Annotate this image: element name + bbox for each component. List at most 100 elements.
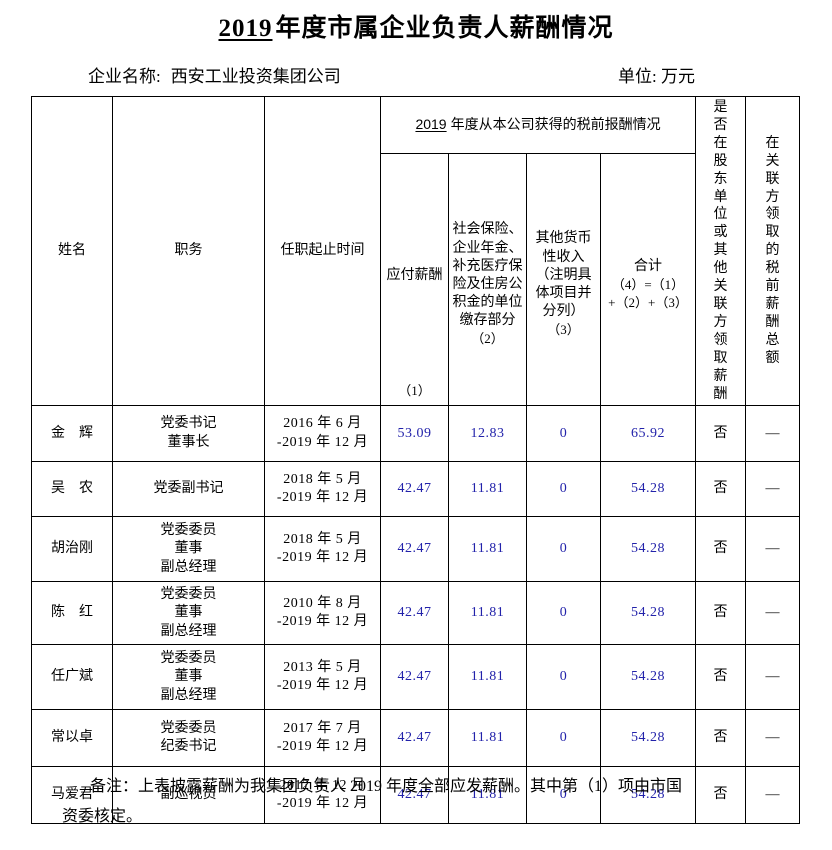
company-label: 企业名称: [88,67,161,86]
tenure-end: -2019 年 12 月 [276,550,369,566]
cell-name: 任广斌 [31,644,113,711]
cell-name: 胡治刚 [31,516,113,583]
unit-label: 单位: [618,67,657,86]
header-group-rest: 年度从本公司获得的税前报酬情况 [450,117,661,133]
cell-from-related: 否 [695,766,747,825]
cell-related-total: — [745,461,801,518]
table-row: 常以卓 党委委员 纪委书记 2017 年 7 月 -2019 年 12 月 42.47 11… [31,709,801,768]
header-total-note: （4）=（1） +（2）+（3） [608,276,688,310]
tenure-start: 2018 年 5 月 [283,471,362,487]
tenure-start: 2010 年 8 月 [283,595,362,611]
table-row: 吴农 党委副书记 2018 年 5 月 -2019 年 12 月 42.47 11.81 0… [31,461,801,518]
header-related-total: 在关联方领取的税前薪酬总额 [745,95,801,407]
cell-post: 党委委员 纪委书记 [112,709,265,768]
cell-payable: 53.09 [380,405,449,463]
unit-value: 万元 [660,67,695,86]
cell-other-income: 0 [526,581,601,646]
header-post: 职务 [112,95,265,407]
cell-related-total: — [745,516,801,583]
subtitle-row: 企业名称: 西安工业投资集团公司 单位: 万元 [0,62,832,86]
cell-tenure: 2012 年 12 月 -2019 年 12 月 [264,766,381,825]
header-insurance-note: （2） [471,331,504,347]
cell-from-related: 否 [695,644,747,711]
company-field: 企业名称: 西安工业投资集团公司 [88,62,341,87]
header-pretax-group: 2019 年度从本公司获得的税前报酬情况 [379,96,697,154]
post-line: 董事 [174,541,203,557]
tenure-end: -2019 年 12 月 [276,434,369,450]
cell-other-income: 0 [526,516,601,583]
cell-payable: 42.47 [380,581,449,646]
header-tenure: 任职起止时间 [264,95,381,407]
header-name: 姓名 [31,95,113,407]
cell-total: 54.28 [599,461,697,518]
cell-total: 54.28 [599,644,697,711]
page-title: 2019 年度市属企业负责人薪酬情况 [0,0,832,44]
cell-other-income: 0 [526,644,601,711]
cell-total: 54.28 [599,516,697,583]
cell-insurance: 11.81 [448,766,527,825]
cell-name: 金辉 [31,405,113,463]
tenure-end: -2019 年 12 月 [276,739,369,755]
header-total: 合计 （4）=（1） +（2）+（3） [599,152,697,407]
cell-insurance: 12.83 [448,405,527,463]
cell-name: 陈红 [31,581,113,646]
post-line: 副总经理 [160,687,217,703]
tenure-end: -2019 年 12 月 [276,796,369,812]
post-line: 副总经理 [160,623,217,639]
cell-name: 马爱君 [31,766,113,825]
unit-field: 单位: 万元 [618,62,695,87]
cell-related-total: — [745,766,801,825]
table-row: 胡治刚 党委委员 董事 副总经理 2018 年 5 月 -2019 年 12 月 42.47… [31,516,801,583]
title-year: 2019 [218,15,273,42]
post-line: 党委书记 [160,416,217,432]
header-name-label: 姓名 [58,242,86,258]
header-total-label: 合计 [634,259,663,275]
tenure-start: 2017 年 7 月 [283,720,362,736]
header-other-income: 其他货币性收入（注明具体项目并分列） （3） [526,152,601,407]
table-row: 金辉 党委书记 董事长 2016 年 6 月 -2019 年 12 月 53.09 12.8… [31,405,801,463]
post-line: 董事长 [167,434,210,450]
cell-other-income: 0 [526,405,601,463]
table-header-row-sub: 应付薪酬 （1） 社会保险、企业年金、补充医疗保险及住房公积金的单位缴存部分 （… [32,152,800,407]
post-line: 党委委员 [160,586,217,602]
cell-total: 65.92 [599,405,697,463]
cell-post: 党委副书记 [112,461,265,518]
cell-tenure: 2018 年 5 月 -2019 年 12 月 [264,461,381,518]
post-line: 党委委员 [160,650,217,666]
post-line: 党委副书记 [153,481,224,497]
cell-other-income: 0 [526,766,601,825]
cell-from-related: 否 [695,581,747,646]
post-line: 副巡视员 [160,787,217,803]
cell-from-related: 否 [695,461,747,518]
cell-insurance: 11.81 [448,581,527,646]
cell-from-related: 否 [695,405,747,463]
cell-insurance: 11.81 [448,709,527,768]
header-payable: 应付薪酬 （1） [380,152,449,407]
cell-other-income: 0 [526,709,601,768]
tenure-end: -2019 年 12 月 [276,678,369,694]
cell-post: 党委委员 董事 副总经理 [112,644,265,711]
header-from-related: 是否在股东单位或其他关联方领取薪酬 [695,95,747,407]
footnote: 备注：上表披露薪酬为我集团负责人 2019 年度全部应发薪酬。其中第（1）项由市… [62,772,778,831]
header-total-note-1: （4）=（1） [611,277,685,293]
cell-post: 副巡视员 [112,766,265,825]
table-row: 马爱君 副巡视员 2012 年 12 月 -2019 年 12 月 42.47 11.81… [31,766,801,825]
company-name: 西安工业投资集团公司 [170,67,341,86]
cell-related-total: — [745,709,801,768]
header-insurance: 社会保险、企业年金、补充医疗保险及住房公积金的单位缴存部分 （2） [448,152,527,407]
table-header-row-group: 姓名 职务 任职起止时间 2019 年度从本公司获得的税前报酬情况 [31,95,801,407]
post-line: 党委委员 [160,522,217,538]
title-rest: 年度市属企业负责人薪酬情况 [275,15,614,42]
cell-post: 党委委员董事副总经理 [112,581,265,646]
footnote-line-1: 备注：上表披露薪酬为我集团负责人 2019 年度全部应发薪酬。其中第（1）项由市… [90,778,683,795]
cell-from-related: 否 [695,516,747,583]
cell-payable: 42.47 [380,516,449,583]
cell-related-total: — [745,581,801,646]
tenure-end: -2019 年 12 月 [276,490,369,506]
header-group-year: 2019 [415,115,447,132]
header-payable-label: 应付薪酬 [386,267,443,283]
cell-tenure: 2017 年 7 月 -2019 年 12 月 [264,709,381,768]
header-tenure-label: 任职起止时间 [280,242,365,258]
post-line: 董事 [174,605,203,621]
